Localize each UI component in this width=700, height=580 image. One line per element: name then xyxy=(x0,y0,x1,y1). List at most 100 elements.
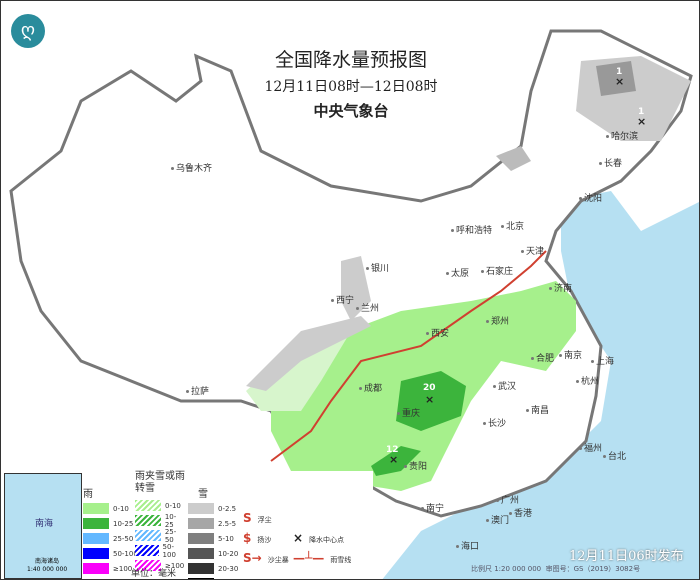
precip-center-icon: × xyxy=(425,393,434,406)
precip-center-icon: × xyxy=(637,115,646,128)
blowing-sand-icon: $ xyxy=(243,531,252,545)
legend-symbol-label: 浮尘 xyxy=(257,516,272,524)
legend-mixed: 雨夹雪或雨转雪 0-10 10-25 25-50 50-100 ≥100 xyxy=(135,471,185,572)
legend-range: 10-25 xyxy=(113,519,134,528)
legend-range: 2.5-5 xyxy=(218,519,237,528)
legend-swatch: ≥100 xyxy=(83,562,138,575)
legend-symbol-label: 降水中心点 xyxy=(309,536,345,544)
city-label: 香港 xyxy=(509,506,532,519)
snow-0-2.5-area xyxy=(246,316,371,391)
city-label: 北京 xyxy=(501,219,524,232)
map-scale: 比例尺 1:20 000 000 审图号：GS（2019）3082号 xyxy=(471,564,640,574)
precip-center-icon: × xyxy=(293,531,304,545)
legend-swatch: 20-30 xyxy=(188,562,238,575)
city-label: 重庆 xyxy=(397,406,420,419)
issue-time: 12月11日06时发布 xyxy=(569,549,684,564)
south-china-sea-inset: 南海 南海诸岛 1:40 000 000 xyxy=(4,473,82,579)
legend-color xyxy=(83,563,109,574)
legend-swatch: 0-10 xyxy=(83,502,138,515)
legend-symbol: $ 扬沙 xyxy=(243,531,271,545)
city-label: 广州 xyxy=(496,493,519,506)
legend-range: 10-25 xyxy=(164,512,177,529)
legend-color xyxy=(83,518,109,529)
legend-symbol-label: 雨雪线 xyxy=(330,556,352,564)
map-title: 全国降水量预报图 xyxy=(274,49,427,71)
inset-islands-label: 南海诸岛 xyxy=(35,558,60,565)
city-label: 太原 xyxy=(446,266,469,279)
city-label: 哈尔滨 xyxy=(606,129,638,142)
legend-color xyxy=(188,563,214,574)
legend-color xyxy=(188,503,214,514)
legend-color xyxy=(188,548,214,559)
legend-swatch: 0-2.5 xyxy=(188,502,238,515)
center-value: 20 xyxy=(423,383,436,393)
mixed-0-10-area xyxy=(246,331,351,411)
legend-color xyxy=(188,578,214,579)
legend-rain-title: 雨 xyxy=(83,489,93,500)
inset-sea-label: 南海 xyxy=(35,519,54,529)
legend-swatch: 10-25 xyxy=(135,512,185,529)
map-number: 审图号：GS（2019）3082号 xyxy=(545,565,641,573)
legend-symbol-label: 扬沙 xyxy=(257,536,272,544)
city-label: 长春 xyxy=(599,156,622,169)
legend-color xyxy=(83,503,109,514)
city-label: 海口 xyxy=(456,539,479,552)
city-label: 台北 xyxy=(603,449,626,462)
city-label: 沈阳 xyxy=(579,191,602,204)
center-value: 1 xyxy=(638,107,645,117)
sandstorm-icon: S→ xyxy=(243,551,262,565)
legend-swatch: 50-100 xyxy=(83,547,138,560)
legend-mixed-title: 雨夹雪或雨转雪 xyxy=(135,471,185,494)
legend-range: 25-50 xyxy=(164,527,177,544)
legend: 雨 0-10 10-25 25-50 50-100 ≥100 雨夹雪或雨转雪 0-10 1… xyxy=(83,471,373,579)
sea xyxy=(382,191,699,579)
legend-range: 25-50 xyxy=(113,534,134,543)
city-label: 上海 xyxy=(591,354,614,367)
city-label: 南京 xyxy=(559,348,582,361)
cma-logo: ღ xyxy=(11,14,45,48)
legend-range: 0-2.5 xyxy=(218,504,237,513)
city-label: 西宁 xyxy=(331,293,354,306)
center-marks: × × × × xyxy=(389,75,646,466)
city-label: 南昌 xyxy=(526,403,549,416)
legend-range: 50-100 xyxy=(113,549,138,558)
city-label: 乌鲁木齐 xyxy=(171,161,212,174)
legend-color xyxy=(188,533,214,544)
legend-range: 20-30 xyxy=(218,564,239,573)
rain-snow-line xyxy=(270,250,547,462)
city-label: 福州 xyxy=(579,441,602,454)
snow-0-2.5-area xyxy=(496,146,531,171)
legend-symbol: S→ 沙尘暴 xyxy=(243,551,289,565)
city-label: 济南 xyxy=(549,281,572,294)
precip-center-icon: × xyxy=(389,453,398,466)
forecast-period: 12月11日08时—12日08时 xyxy=(264,79,438,95)
legend-range: 0-10 xyxy=(165,501,181,510)
legend-swatch: 2.5-5 xyxy=(188,517,238,530)
legend-color xyxy=(83,533,109,544)
legend-swatch: ≥30 xyxy=(188,577,238,579)
legend-snow: 雪 0-2.5 2.5-5 5-10 10-20 20-30 ≥30 xyxy=(188,471,238,579)
legend-color xyxy=(135,515,161,526)
legend-symbol-label: 沙尘暴 xyxy=(267,556,289,564)
center-value: 1 xyxy=(616,67,623,77)
precip-center-icon: × xyxy=(615,75,624,88)
city-label: 武汉 xyxy=(493,379,516,392)
legend-color xyxy=(135,560,161,571)
scale-text: 比例尺 1:20 000 000 xyxy=(471,565,542,573)
city-label: 长沙 xyxy=(483,416,506,429)
city-label: 成都 xyxy=(359,381,382,394)
city-label: 呼和浩特 xyxy=(451,223,492,236)
legend-range: 50-100 xyxy=(162,542,176,559)
legend-color xyxy=(135,530,161,541)
legend-swatch: 25-50 xyxy=(83,532,138,545)
snow-2.5-5-area xyxy=(596,61,636,96)
city-label: 天津 xyxy=(521,244,544,257)
city-label: 拉萨 xyxy=(186,384,209,397)
city-label: 石家庄 xyxy=(481,264,513,277)
rain-10-25-area xyxy=(371,446,421,476)
legend-range: ≥100 xyxy=(113,564,133,573)
legend-swatch: 0-10 xyxy=(135,499,185,512)
legend-swatch: ≥100 xyxy=(135,559,185,572)
